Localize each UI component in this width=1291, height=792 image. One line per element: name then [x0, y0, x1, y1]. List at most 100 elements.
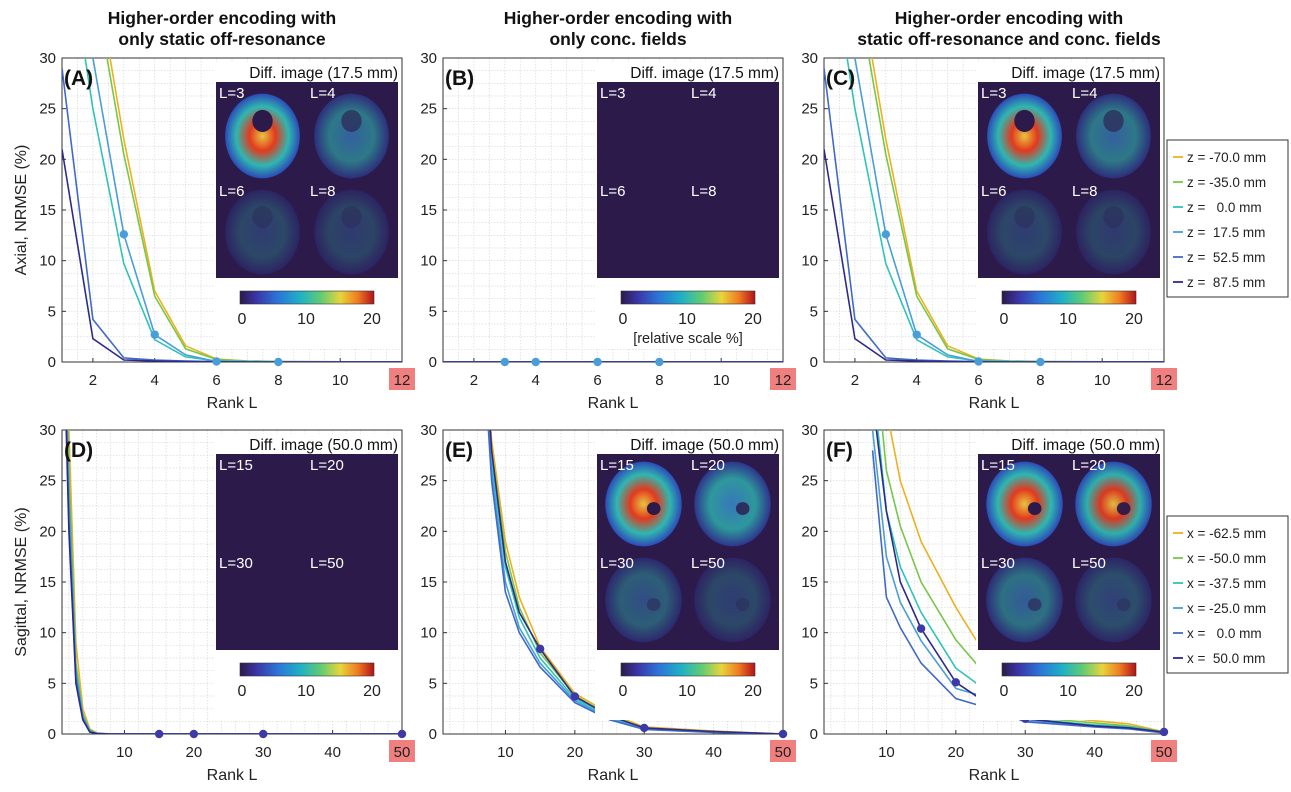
data-marker	[593, 357, 602, 367]
brain-slice	[225, 93, 300, 179]
y-tick-label: 5	[48, 303, 56, 320]
x-tick-label: 6	[212, 372, 220, 389]
x-axis-label: Rank L	[588, 767, 639, 784]
inset-rank-label: L=30	[219, 555, 253, 572]
x-axis-label: Rank L	[207, 767, 258, 784]
brain-slice-detail	[252, 205, 273, 229]
x-tick-label: 6	[974, 372, 982, 389]
inset-rank-label: L=20	[310, 457, 344, 474]
highlight-box	[1151, 740, 1177, 762]
panel-label: (B)	[445, 67, 474, 90]
legend-entry: x = -62.5 mm	[1187, 526, 1266, 541]
y-tick-label: 20	[39, 523, 56, 540]
colorbar-tick-label: 0	[238, 311, 247, 328]
series-group	[65, 430, 402, 734]
data-marker	[154, 729, 164, 739]
data-marker	[212, 357, 221, 366]
series-line	[877, 430, 1164, 734]
brain-slice-detail	[1027, 502, 1042, 516]
x-tick-label: 50	[775, 744, 792, 761]
data-marker	[951, 678, 961, 687]
x-tick-label: 20	[185, 744, 202, 761]
inset-rank-label: L=50	[691, 555, 725, 572]
brain-slice-detail	[646, 502, 661, 516]
y-tick-label: 15	[420, 574, 437, 591]
x-tick-label: 4	[532, 372, 540, 389]
brain-slice	[1075, 557, 1152, 643]
series-group	[62, 58, 402, 362]
brain-slice	[314, 93, 389, 179]
inset-rank-label: L=6	[981, 183, 1006, 200]
panel-label: (C)	[826, 67, 855, 90]
y-tick-label: 15	[420, 202, 437, 219]
inset-rank-label: L=4	[1072, 85, 1097, 102]
x-tick-label: 10	[332, 372, 349, 389]
colorbar-tick-label: 10	[678, 311, 696, 328]
colorbar	[239, 290, 375, 305]
data-marker	[535, 644, 545, 654]
x-tick-label: 4	[913, 372, 921, 389]
y-tick-label: 15	[39, 574, 56, 591]
legend-entry: z = 87.5 mm	[1187, 275, 1265, 290]
brain-slice	[986, 557, 1063, 643]
y-tick-label: 20	[801, 151, 818, 168]
inset-rank-label: L=50	[310, 555, 344, 572]
y-tick-label: 5	[810, 303, 818, 320]
inset-rank-label: L=3	[600, 85, 625, 102]
series-line	[875, 430, 1164, 733]
brain-slice	[986, 461, 1063, 547]
series-line	[871, 450, 1164, 734]
colorbar-tick-label: 10	[297, 683, 315, 700]
colorbar	[620, 290, 756, 305]
y-tick-label: 25	[39, 101, 56, 118]
y-tick-label: 0	[48, 726, 56, 743]
legend-entry: z = -70.0 mm	[1187, 150, 1266, 165]
inset-title: Diff. image (50.0 mm)	[1011, 437, 1160, 454]
colorbar-tick-label: 10	[678, 683, 696, 700]
y-tick-label: 20	[420, 523, 437, 540]
column-title-line: only static off-resonance	[118, 29, 325, 49]
column-title-line: static off-resonance and conc. fields	[857, 29, 1161, 49]
panel-label: (A)	[64, 67, 93, 90]
brain-slice-detail	[252, 109, 273, 132]
x-tick-label: 10	[497, 744, 514, 761]
brain-slice	[987, 93, 1062, 179]
x-axis-label: Rank L	[207, 395, 258, 412]
x-tick-label: 30	[636, 744, 653, 761]
y-tick-label: 0	[429, 354, 437, 371]
y-tick-label: 25	[801, 101, 818, 118]
colorbar-tick-label: 10	[1059, 311, 1077, 328]
colorbar-tick-label: 0	[619, 683, 628, 700]
x-tick-label: 8	[1036, 372, 1044, 389]
colorbar	[620, 662, 756, 677]
series-line	[487, 430, 783, 734]
colorbar-tick-label: 10	[1059, 683, 1077, 700]
legend-entry: x = 50.0 mm	[1187, 651, 1265, 666]
y-tick-label: 25	[39, 473, 56, 490]
inset-title: Diff. image (50.0 mm)	[249, 437, 398, 454]
column-title-line: Higher-order encoding with	[108, 8, 336, 28]
x-tick-label: 40	[324, 744, 341, 761]
series-line	[92, 58, 402, 362]
legend-entry: x = -37.5 mm	[1187, 576, 1266, 591]
colorbar-tick-label: 20	[1125, 683, 1143, 700]
highlight-box	[1151, 368, 1177, 390]
colorbar-tick-label: 0	[1000, 683, 1009, 700]
colorbar-tick-label: 0	[238, 683, 247, 700]
column-title-line: Higher-order encoding with	[504, 8, 732, 28]
x-tick-label: 30	[255, 744, 272, 761]
x-tick-label: 12	[775, 372, 792, 389]
y-tick-label: 20	[801, 523, 818, 540]
inset-title: Diff. image (17.5 mm)	[249, 65, 398, 82]
brain-slice-detail	[646, 598, 661, 612]
y-tick-label: 5	[810, 675, 818, 692]
data-marker	[881, 230, 891, 239]
data-marker	[531, 357, 540, 367]
y-tick-label: 20	[420, 151, 437, 168]
brain-slice-detail	[1116, 598, 1131, 612]
y-tick-label: 25	[420, 101, 437, 118]
y-tick-label: 0	[810, 354, 818, 371]
y-tick-label: 5	[429, 303, 437, 320]
brain-slice-detail	[735, 502, 750, 516]
